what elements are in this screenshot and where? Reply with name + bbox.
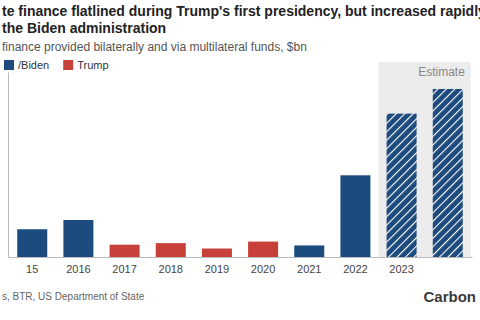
x-tick-label: 2017 bbox=[112, 263, 136, 275]
x-tick: 2022 bbox=[343, 257, 367, 275]
annotation: Estimate bbox=[418, 65, 465, 79]
legend-label: Trump bbox=[77, 59, 108, 71]
x-tick-label: 2020 bbox=[251, 263, 275, 275]
title: te finance flatlined during Trump's firs… bbox=[2, 3, 480, 19]
x-tick: 2018 bbox=[159, 257, 183, 275]
bar bbox=[294, 245, 324, 257]
x-tick-label: 2016 bbox=[66, 263, 90, 275]
x-tick-label: 15 bbox=[26, 263, 38, 275]
bar bbox=[110, 245, 140, 257]
y-axis bbox=[8, 73, 9, 258]
bar bbox=[202, 249, 232, 257]
bar bbox=[387, 114, 417, 257]
title: the Biden administration bbox=[2, 20, 166, 36]
logo: Carbon bbox=[424, 288, 477, 305]
bar bbox=[156, 243, 186, 257]
bar bbox=[433, 89, 463, 257]
x-tick: 2023 bbox=[389, 257, 413, 275]
x-tick: 2017 bbox=[112, 257, 136, 275]
x-tick: 15 bbox=[26, 257, 38, 275]
x-tick: 2016 bbox=[66, 257, 90, 275]
x-tick: 2020 bbox=[251, 257, 275, 275]
bar bbox=[248, 242, 278, 257]
x-tick-label: 2018 bbox=[159, 263, 183, 275]
x-tick-label: 2019 bbox=[205, 263, 229, 275]
legend-swatch bbox=[63, 60, 73, 70]
x-tick: 2021 bbox=[297, 257, 321, 275]
x-tick-label: 2021 bbox=[297, 263, 321, 275]
bars bbox=[17, 89, 463, 257]
legend-swatch bbox=[4, 60, 14, 70]
bar bbox=[17, 229, 47, 257]
bar bbox=[63, 220, 93, 257]
x-tick: 2019 bbox=[205, 257, 229, 275]
source: s, BTR, US Department of State bbox=[2, 291, 145, 302]
legend-label: /Biden bbox=[18, 59, 49, 71]
x-tick-label: 2022 bbox=[343, 263, 367, 275]
chart: Estimate 15 2016 2017 2018 2019 2020 2021 2022 20… bbox=[0, 0, 480, 320]
y-axis-line bbox=[8, 73, 9, 258]
x-axis-line bbox=[9, 257, 473, 258]
bar bbox=[340, 175, 370, 257]
x-tick-label: 2023 bbox=[389, 263, 413, 275]
subtitle: finance provided bilaterally and via mul… bbox=[2, 40, 307, 54]
estimate-band bbox=[379, 62, 471, 257]
x-axis: 15 2016 2017 2018 2019 2020 2021 2022 2023 bbox=[9, 257, 473, 275]
